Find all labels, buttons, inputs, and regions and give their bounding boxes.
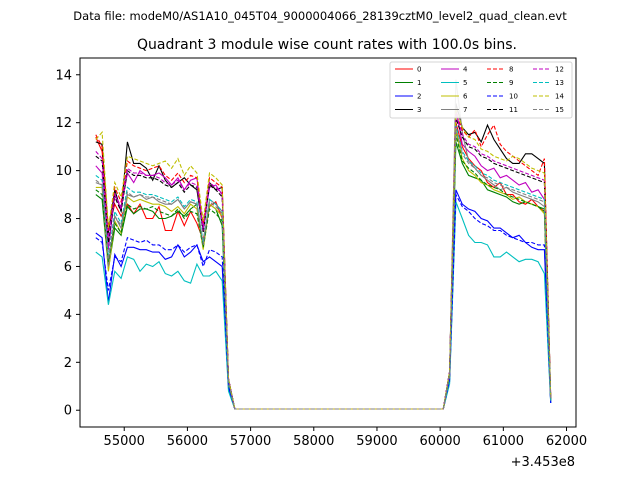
y-tick-label: 2 — [64, 356, 72, 371]
x-offset-label: +3.453e8 — [511, 455, 575, 470]
x-tick-label: 61000 — [483, 434, 524, 449]
legend-label-3: 3 — [417, 106, 421, 114]
series-line-5 — [95, 201, 552, 410]
x-tick-label: 60000 — [419, 434, 460, 449]
legend-label-9: 9 — [509, 79, 513, 87]
legend-box — [389, 61, 573, 119]
legend-label-12: 12 — [555, 66, 564, 74]
y-tick-label: 4 — [64, 308, 72, 323]
y-tick-label: 10 — [55, 164, 72, 179]
series-line-13 — [95, 124, 552, 410]
y-tick-label: 6 — [64, 260, 72, 275]
legend-label-15: 15 — [555, 106, 564, 114]
legend-label-8: 8 — [509, 66, 513, 74]
series-line-2 — [95, 189, 552, 410]
x-tick-label: 59000 — [356, 434, 397, 449]
x-tick-label: 62000 — [546, 434, 587, 449]
x-tick-label: 58000 — [293, 434, 334, 449]
series-line-6 — [95, 129, 552, 410]
y-tick-label: 14 — [55, 68, 72, 83]
y-tick-label: 12 — [55, 116, 72, 131]
legend-label-7: 7 — [463, 106, 467, 114]
legend-label-11: 11 — [509, 106, 518, 114]
series-line-15 — [95, 127, 552, 410]
axis-ticks: 55000 56000 57000 58000 59000 60000 61000 62000… — [55, 68, 587, 449]
legend-label-0: 0 — [417, 66, 421, 74]
legend-label-1: 1 — [417, 79, 421, 87]
y-tick-label: 8 — [64, 212, 72, 227]
series-line-0 — [95, 122, 552, 410]
legend-label-4: 4 — [463, 66, 468, 74]
x-tick-label: 55000 — [104, 434, 145, 449]
y-tick-label: 0 — [64, 404, 72, 419]
legend-label-13: 13 — [555, 79, 564, 87]
series-line-8 — [95, 112, 552, 410]
legend-label-10: 10 — [509, 93, 518, 101]
series-line-10 — [95, 192, 552, 410]
legend-label-5: 5 — [463, 79, 467, 87]
legend-label-6: 6 — [463, 93, 468, 101]
legend-label-14: 14 — [555, 93, 564, 101]
legend-label-2: 2 — [417, 93, 421, 101]
plot-series — [95, 79, 552, 410]
plot-frame — [79, 57, 577, 428]
x-tick-label: 56000 — [167, 434, 208, 449]
chart-title: Quadrant 3 module wise count rates with … — [137, 37, 517, 53]
x-tick-label: 57000 — [230, 434, 271, 449]
chart-suptitle: Data file: modeM0/AS1A10_045T04_90000040… — [73, 9, 567, 23]
series-line-12 — [95, 112, 552, 410]
series-line-7 — [95, 79, 552, 410]
